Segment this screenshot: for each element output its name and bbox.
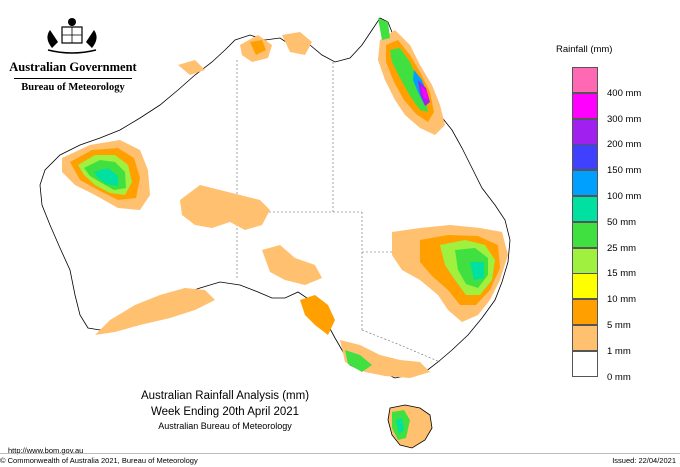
government-branding: Australian Government Bureau of Meteorol… (8, 8, 138, 93)
legend-swatch (572, 221, 598, 248)
rainfall-shading (62, 18, 508, 378)
legend-swatch (572, 118, 598, 145)
legend-swatch (572, 299, 598, 326)
tasmania-west-heavy (396, 418, 404, 434)
legend-swatch (572, 273, 598, 300)
government-title: Australian Government (9, 60, 137, 74)
legend-swatch (572, 196, 598, 222)
agency-name: Bureau of Meteorology (14, 78, 132, 93)
legend-swatch (572, 92, 598, 119)
legend-label: 1 mm (607, 345, 631, 357)
legend-label: 15 mm (607, 268, 637, 280)
legend-label: 200 mm (607, 139, 642, 151)
footer-copyright: © Commonwealth of Australia 2021, Bureau… (0, 456, 198, 465)
legend-label: 25 mm (607, 242, 637, 254)
caption-title: Australian Rainfall Analysis (mm) (140, 390, 310, 402)
legend-label: 150 mm (607, 165, 642, 177)
legend-swatch (572, 170, 598, 197)
map-caption: Australian Rainfall Analysis (mm) Week E… (120, 388, 330, 433)
footer-divider (0, 453, 680, 454)
legend-swatch (572, 144, 598, 171)
legend-swatch (572, 67, 598, 93)
legend-title: Rainfall (mm) (556, 44, 613, 55)
coat-of-arms-icon (47, 18, 97, 54)
footer-url[interactable]: http://www.bom.gov.au (8, 446, 84, 455)
legend-label: 0 mm (607, 371, 631, 383)
legend-swatch (572, 325, 598, 351)
caption-period: Week Ending 20th April 2021 (150, 406, 300, 418)
legend-swatch (572, 247, 598, 274)
legend-swatch (572, 350, 598, 377)
legend-label: 5 mm (607, 320, 631, 331)
footer-issued: Issued: 22/04/2021 (612, 456, 676, 465)
legend-label: 100 mm (607, 191, 642, 202)
legend-label: 10 mm (607, 294, 637, 306)
caption-source: Australian Bureau of Meteorology (158, 421, 292, 431)
legend-label: 300 mm (607, 113, 642, 125)
legend-label: 400 mm (607, 87, 642, 99)
legend-label: 50 mm (607, 216, 637, 228)
